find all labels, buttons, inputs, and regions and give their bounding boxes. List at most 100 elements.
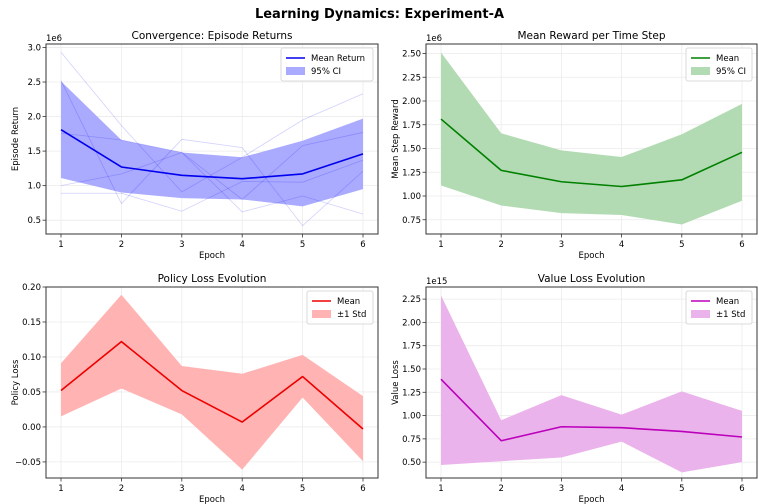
legend: Mean ±1 Std — [685, 290, 753, 325]
legend-band-swatch — [312, 310, 331, 318]
y-tick-label: 1.5 — [27, 147, 41, 157]
subplot-grid: 1 2 3 4 5 6 0.5 1.0 1.5 2.0 2.5 3.0 Convergence: Epi… — [11, 30, 758, 504]
y-axis-label: Episode Return — [11, 107, 21, 171]
subplot-title: Value Loss Evolution — [538, 273, 646, 285]
x-tick-label: 5 — [679, 240, 684, 250]
y-axis-label: Policy Loss — [11, 359, 21, 405]
x-tick-label: 1 — [438, 484, 443, 494]
y-tick-label: 0.15 — [22, 318, 41, 328]
x-tick-label: 6 — [360, 484, 365, 494]
y-tick-label: 2.00 — [402, 318, 421, 328]
x-tick-label: 4 — [239, 484, 244, 494]
y-tick-label: 3.0 — [27, 43, 41, 53]
confidence-band — [61, 294, 363, 470]
y-tick-label: 2.25 — [402, 73, 421, 83]
subplot-title: Policy Loss Evolution — [158, 273, 267, 285]
x-axis-label: Epoch — [199, 495, 225, 504]
confidence-band — [441, 295, 742, 473]
x-tick-label: 6 — [739, 484, 744, 494]
y-tick-label: 2.5 — [27, 78, 41, 88]
y-tick-label: 2.0 — [27, 113, 41, 123]
legend-band-swatch — [691, 67, 710, 75]
legend-band-swatch — [286, 67, 305, 75]
legend-band-swatch — [691, 310, 710, 318]
subplot-policy_loss: 1 2 3 4 5 6 −0.05 0.00 0.05 0.10 0.15 0.20 Policy Lo… — [11, 273, 379, 504]
mean-line — [60, 128, 364, 180]
x-tick-label: 1 — [58, 484, 63, 494]
y-tick-label: 1.25 — [402, 168, 421, 178]
y-tick-label: 0.75 — [402, 216, 421, 226]
x-tick-label: 6 — [360, 240, 365, 250]
y-tick-label: 1.50 — [402, 145, 421, 155]
subplot-step_reward: 1 2 3 4 5 6 0.75 1.00 1.25 1.50 1.75 2.00 2.25 2.50 Me… — [391, 30, 758, 261]
x-tick-label: 5 — [679, 484, 684, 494]
axes-frame — [425, 43, 758, 235]
y-tick-label: 0.75 — [402, 435, 421, 445]
subplot-returns: 1 2 3 4 5 6 0.5 1.0 1.5 2.0 2.5 3.0 Convergence: Epi… — [11, 30, 379, 261]
y-offset-label: 1e15 — [426, 277, 447, 287]
y-tick-label: 2.50 — [402, 50, 421, 60]
x-tick-label: 3 — [179, 484, 184, 494]
y-tick-label: 1.75 — [402, 342, 421, 352]
legend-entry-label: 95% CI — [716, 67, 746, 77]
legend: Mean ±1 Std — [306, 290, 374, 325]
run-line-2 — [60, 132, 364, 200]
run-line-4 — [60, 152, 364, 215]
x-axis-label: Epoch — [199, 251, 225, 261]
x-tick-label: 4 — [619, 240, 624, 250]
x-tick-label: 5 — [300, 484, 305, 494]
x-tick-label: 1 — [438, 240, 443, 250]
y-tick-label: 0.10 — [22, 353, 41, 363]
legend-entry-label: Mean Return — [311, 54, 365, 64]
legend-entry-label: Mean — [337, 297, 360, 307]
x-tick-label: 3 — [179, 240, 184, 250]
x-tick-label: 1 — [58, 240, 63, 250]
y-tick-label: 0.05 — [22, 388, 41, 398]
y-tick-label: −0.05 — [15, 458, 41, 468]
run-line-5 — [61, 159, 364, 212]
legend-entry-label: 95% CI — [311, 67, 341, 77]
y-tick-label: 0.5 — [27, 216, 41, 226]
legend: Mean 95% CI — [685, 47, 753, 82]
y-axis-label: Mean Step Reward — [391, 99, 401, 179]
legend-entry-label: ±1 Std — [716, 310, 745, 320]
y-tick-label: 0.00 — [22, 423, 41, 433]
x-tick-label: 2 — [498, 484, 503, 494]
axes-frame — [45, 286, 379, 479]
mean-line — [440, 118, 743, 188]
legend-entry-label: Mean — [716, 297, 739, 307]
y-offset-label: 1e6 — [46, 34, 62, 44]
subplot-title: Mean Reward per Time Step — [517, 30, 665, 42]
y-tick-label: 2.00 — [402, 97, 421, 107]
y-tick-label: 1.25 — [402, 388, 421, 398]
x-tick-label: 2 — [498, 240, 503, 250]
x-tick-label: 3 — [559, 240, 564, 250]
mean-line — [440, 378, 743, 442]
x-axis-label: Epoch — [578, 251, 604, 261]
y-offset-label: 1e6 — [426, 34, 442, 44]
subplot-value_loss: 1 2 3 4 5 6 0.50 0.75 1.00 1.25 1.50 1.75 2.00 2.25 Va… — [391, 273, 758, 504]
legend: Mean Return 95% CI — [280, 47, 374, 82]
y-tick-label: 1.00 — [402, 412, 421, 422]
y-tick-label: 1.75 — [402, 121, 421, 131]
x-tick-label: 4 — [619, 484, 624, 494]
run-line-1 — [60, 52, 364, 193]
x-tick-label: 3 — [559, 484, 564, 494]
x-tick-label: 2 — [119, 484, 124, 494]
y-tick-label: 1.0 — [27, 182, 41, 192]
axes-frame — [45, 43, 379, 235]
x-tick-label: 6 — [739, 240, 744, 250]
mean-line — [60, 340, 364, 430]
y-tick-label: 0.50 — [402, 458, 421, 468]
axes-frame — [425, 286, 758, 479]
x-tick-label: 4 — [239, 240, 244, 250]
x-tick-label: 5 — [300, 240, 305, 250]
figure-title: Learning Dynamics: Experiment-A — [255, 7, 504, 22]
y-axis-label: Value Loss — [391, 360, 401, 405]
y-tick-label: 2.25 — [402, 295, 421, 305]
legend-entry-label: ±1 Std — [337, 310, 366, 320]
y-tick-label: 1.50 — [402, 365, 421, 375]
x-axis-label: Epoch — [578, 495, 604, 504]
subplot-title: Convergence: Episode Returns — [132, 30, 293, 42]
